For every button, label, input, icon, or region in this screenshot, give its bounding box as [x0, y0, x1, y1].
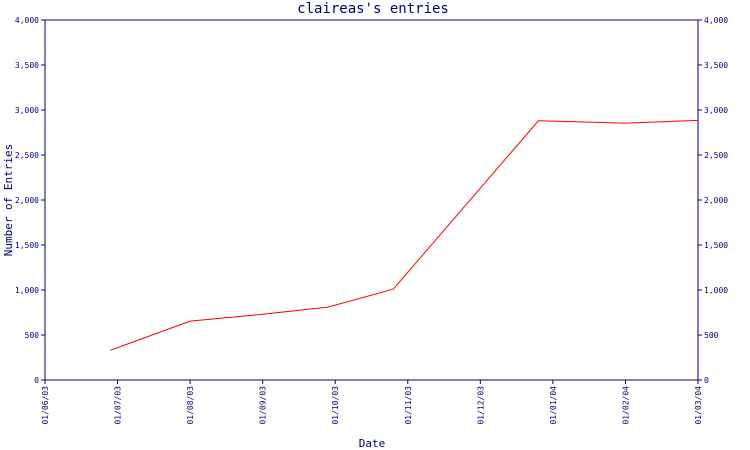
y-tick-label-left: 3,000 [15, 106, 39, 115]
y-tick-label-left: 4,000 [15, 16, 39, 25]
y-tick-label-right: 0 [704, 376, 709, 385]
x-tick-label: 01/09/03 [259, 386, 268, 425]
y-tick-label-left: 3,500 [15, 61, 39, 70]
series-layer [110, 119, 699, 351]
y-tick-label-right: 2,000 [704, 196, 728, 205]
y-tick-label-right: 2,500 [704, 151, 728, 160]
y-tick-label-left: 1,500 [15, 241, 39, 250]
y-tick-label-right: 1,000 [704, 286, 728, 295]
y-tick-label-right: 3,000 [704, 106, 728, 115]
y-axis-right: 0 500 1,000 1,500 2,000 2,500 3,000 3,500 4,000 [698, 16, 728, 385]
x-tick-label: 01/08/03 [186, 386, 195, 425]
series-line [110, 119, 699, 351]
y-axis-label: Number of Entries [2, 144, 15, 257]
x-tick-label: 01/02/04 [621, 386, 630, 425]
x-tick-label: 01/12/03 [476, 386, 485, 425]
x-axis: 01/06/03 01/07/03 01/08/03 01/09/03 01/10/03… [41, 380, 703, 425]
x-tick-label: 01/06/03 [41, 386, 50, 425]
x-tick-label: 01/03/04 [694, 386, 703, 425]
y-tick-label-left: 1,000 [15, 286, 39, 295]
x-axis-label: Date [359, 437, 386, 450]
chart-title: claireas's entries [297, 1, 449, 17]
x-tick-label: 01/11/03 [404, 386, 413, 425]
y-tick-label-right: 500 [704, 331, 719, 340]
y-tick-label-right: 3,500 [704, 61, 728, 70]
y-tick-label-right: 4,000 [704, 16, 728, 25]
x-tick-label: 01/07/03 [114, 386, 123, 425]
y-tick-label-left: 0 [34, 376, 39, 385]
y-tick-label-left: 2,500 [15, 151, 39, 160]
y-tick-label-left: 2,000 [15, 196, 39, 205]
x-tick-label: 01/10/03 [331, 386, 340, 425]
y-tick-label-right: 1,500 [704, 241, 728, 250]
plot-area-frame [44, 19, 699, 381]
y-axis-left: 0 500 1,000 1,500 2,000 2,500 3,000 3,500 4,000 [15, 16, 45, 385]
y-tick-label-left: 500 [25, 331, 40, 340]
x-tick-label: 01/01/04 [549, 386, 558, 425]
